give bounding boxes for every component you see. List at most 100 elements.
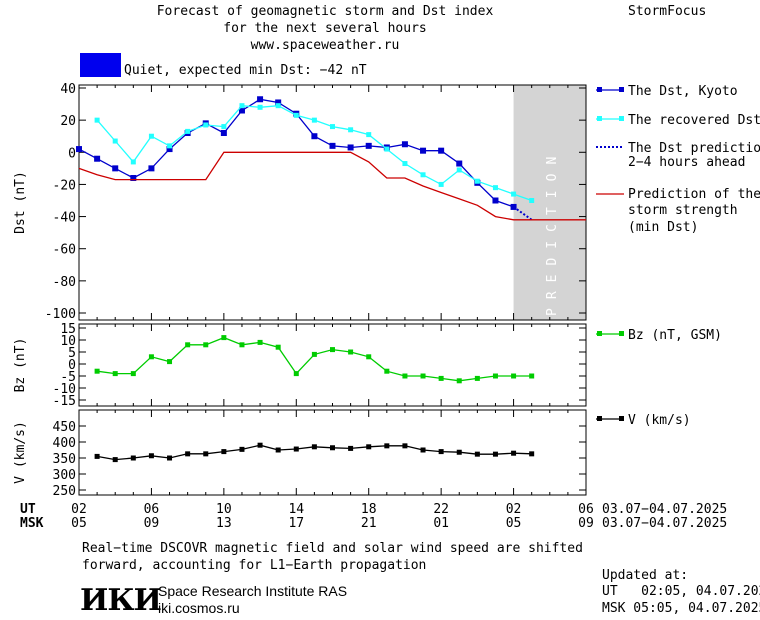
data-point (94, 368, 100, 374)
x-tick-label-ut: 02 (71, 502, 87, 517)
panel-frame (78, 323, 587, 407)
data-point (130, 455, 136, 461)
data-point (257, 339, 263, 345)
data-point (474, 451, 480, 457)
data-point (293, 446, 299, 452)
x-tick-label-ut: 22 (433, 502, 449, 517)
data-point (257, 104, 263, 110)
legend-v: V (km/s) (628, 413, 691, 428)
brand-label: StormFocus (628, 4, 707, 19)
data-point (492, 451, 498, 457)
data-point (148, 453, 154, 459)
y-tick-label: 450 (53, 420, 76, 435)
data-point (384, 443, 390, 449)
data-point (348, 445, 354, 451)
x-tick-label-msk: 05 (506, 516, 522, 531)
data-point (329, 142, 336, 149)
data-point (384, 146, 390, 152)
data-point (474, 178, 480, 184)
data-point (366, 132, 372, 138)
data-point (347, 144, 354, 151)
legend-storm-2: storm strength (628, 203, 738, 218)
data-point (438, 147, 445, 154)
y-axis-label: Bz (nT) (13, 338, 28, 393)
data-point (420, 147, 427, 154)
institute-website[interactable]: iki.cosmos.ru (158, 600, 240, 616)
data-point (311, 444, 317, 450)
x-tick-label-msk: 09 (144, 516, 160, 531)
date-range-ut: 03.07−04.07.2025 (602, 502, 728, 517)
x-tick-label-msk: 01 (433, 516, 449, 531)
x-tick-label-ut: 06 (578, 502, 594, 517)
data-point (456, 449, 462, 455)
data-point (275, 447, 281, 453)
data-point (239, 446, 245, 452)
legend-dst-prediction-1: The Dst prediction (628, 141, 760, 156)
y-tick-label: 0 (68, 146, 76, 161)
data-point (185, 342, 191, 348)
data-point (167, 455, 173, 461)
y-tick-label: 250 (53, 484, 76, 499)
data-point (402, 443, 408, 449)
legend-dst-kyoto: The Dst, Kyoto (628, 84, 738, 99)
prediction-label: PREDICTION (545, 148, 560, 316)
legend-dst-kyoto-marker (597, 87, 602, 92)
panel-frame (78, 409, 587, 496)
y-tick-label: 400 (53, 436, 76, 451)
data-point (420, 447, 426, 453)
legend-bz: Bz (nT, GSM) (628, 328, 722, 343)
y-tick-label: -80 (53, 275, 76, 290)
data-point (402, 373, 408, 379)
data-point (348, 127, 354, 133)
data-point (238, 107, 245, 114)
legend-dst-recovered-marker (619, 116, 624, 121)
updated-label: Updated at: (602, 568, 689, 583)
status-indicator (80, 53, 121, 77)
data-point (94, 453, 100, 459)
msk-row-label: MSK (20, 516, 44, 531)
legend-storm-3: (min Dst) (628, 220, 698, 235)
x-tick-label-msk: 05 (71, 516, 87, 531)
data-point (275, 99, 282, 106)
series-line (78, 151, 586, 221)
data-point (402, 161, 408, 167)
x-tick-label-msk: 09 (578, 516, 594, 531)
updated-ut: UT 02:05, 04.07.2025 (602, 584, 760, 599)
legend-dst-kyoto-marker (619, 87, 624, 92)
data-point (148, 354, 154, 360)
prediction-band (513, 85, 586, 320)
data-point (330, 445, 335, 451)
data-point (529, 451, 535, 457)
y-tick-label: -60 (53, 243, 76, 258)
y-tick-label: 20 (60, 114, 76, 129)
y-tick-label: 5 (68, 346, 76, 361)
legend-storm-1: Prediction of the (628, 187, 760, 202)
data-point (510, 203, 517, 210)
data-point (529, 198, 535, 203)
panel-frame (78, 84, 587, 321)
data-point (511, 450, 517, 456)
legend-bz-marker (619, 331, 624, 336)
data-point (167, 143, 173, 149)
y-tick-label: -10 (53, 382, 76, 397)
data-point (311, 133, 318, 140)
data-point (94, 117, 100, 123)
data-point (112, 165, 119, 172)
title-url[interactable]: www.spaceweather.ru (250, 38, 400, 53)
y-tick-label: 15 (60, 322, 76, 337)
y-tick-label: 300 (53, 468, 76, 483)
data-point (112, 457, 118, 463)
legend-dst-prediction-2: 2−4 hours ahead (628, 155, 745, 170)
institute-name: Space Research Institute RAS (158, 583, 348, 599)
data-point (130, 159, 136, 165)
data-point (529, 373, 535, 379)
updated-msk: MSK 05:05, 04.07.2025 (602, 601, 760, 616)
data-point (203, 342, 209, 348)
data-point (167, 359, 173, 365)
y-axis-label: Dst (nT) (13, 171, 28, 234)
legend: The Dst, Kyoto The recovered Dst The Dst… (596, 84, 760, 428)
iki-logo: ИКИ (80, 583, 162, 618)
